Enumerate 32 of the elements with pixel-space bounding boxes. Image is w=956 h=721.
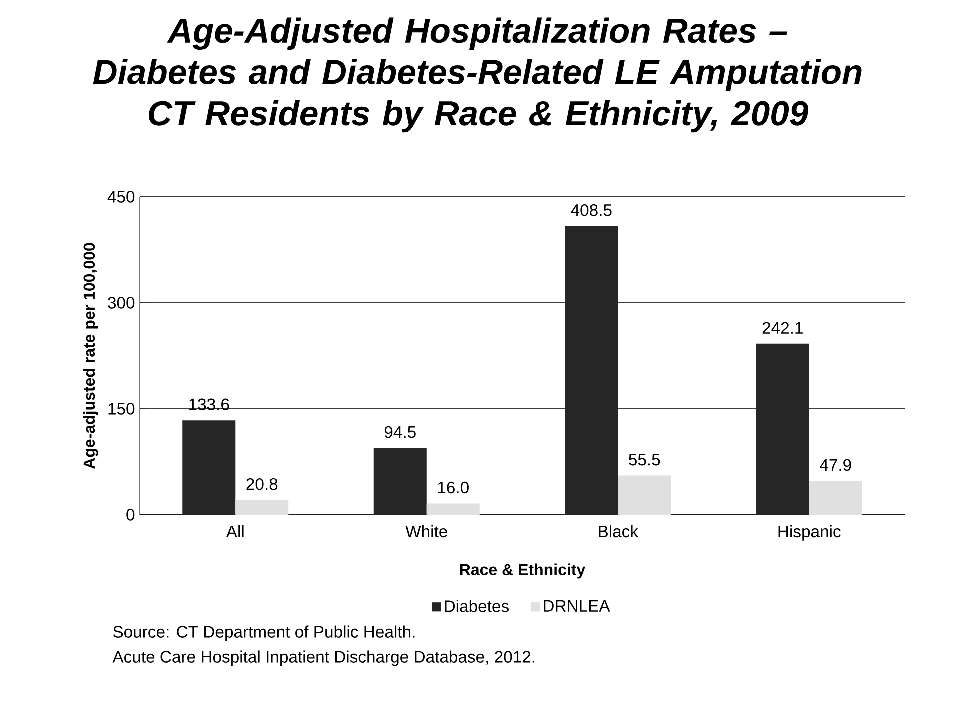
x-tick-label: Hispanic [778, 525, 841, 541]
bar [182, 420, 236, 515]
x-tick-label: Black [599, 525, 639, 538]
bar [618, 476, 672, 515]
legend-label: Diabetes [445, 600, 509, 612]
data-label: 55.5 [629, 454, 660, 466]
data-label: 242.1 [762, 322, 803, 334]
legend-label: DRNLEA [544, 600, 610, 612]
y-axis-title: Age-adjusted rate per 100,000 [83, 243, 98, 469]
data-label: 16.0 [438, 482, 469, 494]
y-tick-label: 0 [126, 509, 135, 521]
text: Acute Care Hospital Inpatient Discharge Database, 2012. [112, 650, 535, 666]
y-tick-label: 300 [108, 297, 135, 309]
data-label: 408.5 [571, 204, 612, 216]
x-tick-label: White [406, 525, 448, 538]
bar [756, 344, 810, 515]
x-tick-label: All [226, 525, 244, 538]
bar [374, 448, 427, 515]
y-tick-label: 450 [108, 191, 135, 203]
data-label: 133.6 [190, 398, 230, 411]
y-tick-label: 150 [108, 403, 135, 415]
bar [565, 226, 618, 515]
data-label: 47.9 [820, 459, 852, 472]
bar [236, 500, 289, 515]
data-label: 20.8 [246, 478, 278, 490]
source-note: Source: CT Department of Public Health. [113, 626, 415, 642]
chart-title: Age-Adjusted Hospitalization Rates – Diabetes and Diabetes-Related LE Amputation [93, 18, 862, 92]
data-label: 94.5 [384, 426, 416, 438]
bar [426, 504, 480, 515]
bar [809, 481, 862, 515]
chart-subtitle: CT Residents by Race & Ethnicity, 2009 [148, 100, 809, 133]
x-axis-title: Race & Ethnicity [460, 564, 586, 579]
